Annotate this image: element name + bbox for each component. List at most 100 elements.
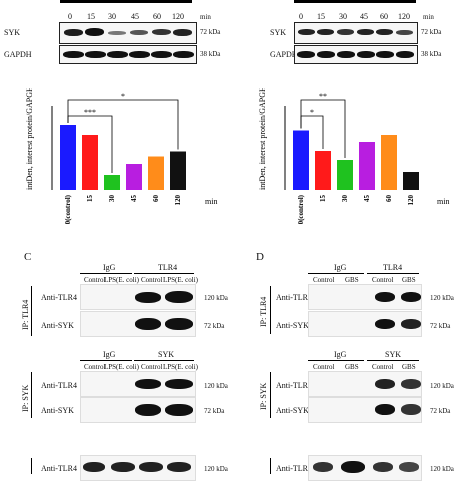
protein-label: GAPDH <box>270 50 298 59</box>
group-line <box>308 273 364 274</box>
timepoint-label: 0 <box>299 12 303 21</box>
bar <box>381 135 397 190</box>
size-label: 38 kDa <box>200 50 221 58</box>
blot-strip <box>80 371 196 397</box>
ip-bracket <box>31 458 32 474</box>
time-bar <box>60 0 192 3</box>
group-label: IgG <box>103 350 116 359</box>
blot-strip <box>308 397 422 423</box>
condition-label: Control <box>372 363 394 371</box>
group-line <box>134 360 194 361</box>
size-label: 72 kDa <box>421 28 442 36</box>
x-tick-label: 0(control) <box>64 194 72 224</box>
group-line <box>367 273 419 274</box>
protein-label: Anti-SYK <box>276 321 309 330</box>
ip-bracket <box>270 372 271 418</box>
size-label: 72 kDa <box>430 322 451 330</box>
bar <box>170 151 186 190</box>
timepoint-label: 120 <box>398 12 410 21</box>
condition-label: GBS <box>345 276 359 284</box>
ip-label: IP: SYK <box>259 382 268 410</box>
ip-bracket <box>270 458 271 474</box>
size-label: 120 kDa <box>430 382 454 390</box>
size-label: 120 kDa <box>204 294 228 302</box>
condition-label: GBS <box>345 363 359 371</box>
blot-strip-syk <box>59 22 197 44</box>
condition-label: Control <box>141 363 163 371</box>
group-line <box>367 360 419 361</box>
x-axis-unit: min <box>437 197 449 206</box>
condition-label: Control <box>84 363 106 371</box>
x-tick-label: 15 <box>319 195 327 203</box>
blot-strip <box>308 311 422 337</box>
blot-strip-gapdh <box>59 45 197 64</box>
timepoint-label: 0 <box>68 12 72 21</box>
protein-label: Anti-TLR4 <box>276 293 312 302</box>
group-label: IgG <box>334 263 347 272</box>
y-axis-label: intDen, interest protein/GAPGH <box>25 88 34 190</box>
blot-strip-gapdh <box>294 45 418 64</box>
x-tick-label: 0(control) <box>297 194 305 224</box>
y-axis-label: intDen, interest protein/GAPGH <box>258 88 267 190</box>
protein-label: Anti-TLR4 <box>276 381 312 390</box>
size-label: 120 kDa <box>204 382 228 390</box>
timepoint-label: 15 <box>87 12 95 21</box>
size-label: 72 kDa <box>204 407 225 415</box>
group-label: SYK <box>158 350 175 359</box>
panel-letter: D <box>256 251 264 263</box>
x-tick-label: 15 <box>86 195 94 203</box>
size-label: 120 kDa <box>430 465 454 473</box>
bar <box>337 160 353 190</box>
timepoint-label: 15 <box>317 12 325 21</box>
bar <box>403 172 419 190</box>
panel-letter: C <box>24 251 32 263</box>
blot-strip <box>80 397 196 423</box>
size-label: 120 kDa <box>430 294 454 302</box>
group-label: TLR4 <box>383 263 403 272</box>
x-tick-label: 30 <box>341 195 349 203</box>
ip-bracket <box>270 286 271 334</box>
time-unit: min <box>200 13 211 21</box>
condition-label: GBS <box>402 276 416 284</box>
condition-label: LPS(E. coli) <box>104 363 139 371</box>
significance-label: * <box>121 92 125 101</box>
blot-strip <box>308 371 422 397</box>
condition-label: GBS <box>402 363 416 371</box>
group-line <box>80 360 132 361</box>
condition-label: LPS(E. coli) <box>163 276 198 284</box>
significance-label: * <box>310 108 314 117</box>
blot-strip <box>80 284 196 310</box>
x-tick-label: 45 <box>130 195 138 203</box>
condition-label: Control <box>313 363 335 371</box>
timepoint-label: 45 <box>360 12 368 21</box>
group-label: IgG <box>334 350 347 359</box>
bar <box>359 142 375 190</box>
condition-label: LPS(E. coli) <box>104 276 139 284</box>
significance-bracket <box>300 99 346 158</box>
x-tick-label: 60 <box>152 195 160 203</box>
bar <box>315 151 331 190</box>
bar <box>104 175 120 190</box>
protein-label: Anti-SYK <box>41 321 74 330</box>
protein-label: Anti-TLR4 <box>41 293 77 302</box>
group-line <box>80 273 132 274</box>
protein-label: Anti-SYK <box>41 406 74 415</box>
x-tick-label: 60 <box>385 195 393 203</box>
protein-label: GAPDH <box>4 50 32 59</box>
condition-label: Control <box>141 276 163 284</box>
bar <box>82 135 98 190</box>
protein-label: Anti-TLR4 <box>41 381 77 390</box>
size-label: 72 kDa <box>200 28 221 36</box>
timepoint-label: 60 <box>153 12 161 21</box>
group-line <box>308 360 364 361</box>
blot-strip-syk <box>294 22 418 44</box>
condition-label: Control <box>372 276 394 284</box>
blot-strip <box>308 455 422 481</box>
timepoint-label: 45 <box>131 12 139 21</box>
x-tick-label: 120 <box>174 195 182 206</box>
group-label: SYK <box>385 350 402 359</box>
significance-label: *** <box>84 108 96 117</box>
protein-label: Anti-TLR4 <box>41 464 77 473</box>
bar <box>148 156 164 190</box>
significance-bracket <box>67 99 179 150</box>
